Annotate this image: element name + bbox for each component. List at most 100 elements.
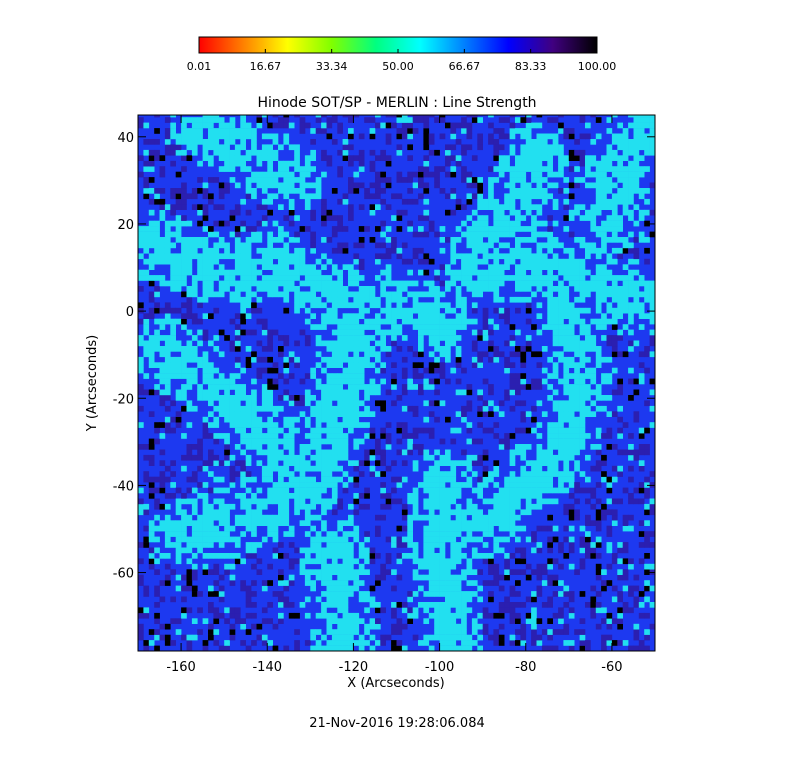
heatmap-cell <box>628 367 634 374</box>
heatmap-cell <box>288 258 295 265</box>
heatmap-cell <box>294 291 300 298</box>
heatmap-cell <box>234 411 241 417</box>
heatmap-cell <box>585 645 591 651</box>
heatmap-cell <box>488 563 494 570</box>
heatmap-cell <box>245 645 252 651</box>
heatmap-cell <box>606 498 613 505</box>
heatmap-cell <box>558 329 564 336</box>
heatmap-cell <box>391 602 397 608</box>
heatmap-cell <box>563 405 570 412</box>
heatmap-cell <box>224 133 230 140</box>
heatmap-cell <box>520 602 527 608</box>
heatmap-cell <box>337 547 343 554</box>
heatmap-cell <box>563 509 570 516</box>
heatmap-cell <box>622 149 629 156</box>
heatmap-cell <box>272 498 279 505</box>
heatmap-cell <box>170 493 176 499</box>
heatmap-cell <box>380 188 386 194</box>
heatmap-cell <box>590 503 597 510</box>
heatmap-cell <box>428 340 435 347</box>
heatmap-cell <box>520 177 527 183</box>
heatmap-cell <box>482 454 489 461</box>
heatmap-cell <box>434 531 440 537</box>
heatmap-cell <box>331 465 338 472</box>
heatmap-cell <box>348 395 354 401</box>
heatmap-cell <box>251 493 257 499</box>
heatmap-cell <box>455 253 462 260</box>
heatmap-cell <box>175 525 182 532</box>
heatmap-cell <box>450 547 457 554</box>
heatmap-cell <box>267 416 273 423</box>
heatmap-cell <box>439 607 446 614</box>
heatmap-cell <box>154 139 160 145</box>
heatmap-cell <box>283 117 290 123</box>
heatmap-cell <box>466 558 473 565</box>
heatmap-cell <box>628 280 634 287</box>
heatmap-cell <box>633 204 640 210</box>
heatmap-cell <box>611 247 618 254</box>
heatmap-cell <box>558 318 564 325</box>
heatmap-cell <box>617 155 623 161</box>
heatmap-cell <box>401 460 408 466</box>
heatmap-cell <box>229 280 236 287</box>
heatmap-cell <box>574 427 580 434</box>
heatmap-cell <box>278 476 284 483</box>
heatmap-cell <box>515 602 521 608</box>
heatmap-cell <box>256 373 263 379</box>
heatmap-cell <box>294 258 300 265</box>
heatmap-cell <box>208 115 214 118</box>
heatmap-cell <box>439 602 446 608</box>
heatmap-cell <box>256 286 263 292</box>
heatmap-cell <box>175 346 182 352</box>
heatmap-cell <box>181 182 187 189</box>
heatmap-cell <box>353 269 360 276</box>
heatmap-cell <box>547 356 553 363</box>
heatmap-cell <box>342 139 349 145</box>
heatmap-cell <box>229 525 236 532</box>
heatmap-cell <box>541 166 548 172</box>
heatmap-cell <box>240 318 246 325</box>
heatmap-cell <box>143 231 150 238</box>
heatmap-cell <box>234 356 241 363</box>
heatmap-cell <box>148 454 155 461</box>
heatmap-cell <box>348 373 354 379</box>
heatmap-cell <box>418 602 424 608</box>
heatmap-cell <box>466 634 473 641</box>
heatmap-cell <box>412 115 419 118</box>
heatmap-cell <box>218 384 225 390</box>
heatmap-cell <box>515 580 521 586</box>
heatmap-cell <box>181 612 187 619</box>
heatmap-cell <box>407 444 413 450</box>
heatmap-cell <box>358 237 365 243</box>
heatmap-cell <box>256 405 263 412</box>
heatmap-cell <box>164 574 171 581</box>
heatmap-cell <box>649 122 655 129</box>
heatmap-cell <box>342 373 349 379</box>
heatmap-cell <box>331 449 338 456</box>
heatmap-cell <box>315 531 322 537</box>
heatmap-cell <box>353 476 360 483</box>
heatmap-cell <box>348 640 354 646</box>
heatmap-cell <box>299 411 306 417</box>
heatmap-cell <box>504 389 510 396</box>
heatmap-cell <box>595 291 602 298</box>
heatmap-cell <box>240 258 246 265</box>
heatmap-cell <box>138 231 144 238</box>
heatmap-cell <box>477 645 483 651</box>
heatmap-cell <box>488 384 494 390</box>
heatmap-cell <box>191 503 198 510</box>
heatmap-cell <box>267 177 273 183</box>
heatmap-cell <box>509 405 516 412</box>
heatmap-cell <box>348 313 354 319</box>
heatmap-cell <box>310 493 316 499</box>
heatmap-cell <box>191 117 198 123</box>
heatmap-cell <box>175 416 182 423</box>
heatmap-cell <box>434 629 440 635</box>
heatmap-cell <box>488 427 494 434</box>
heatmap-cell <box>552 427 559 434</box>
heatmap-cell <box>342 356 349 363</box>
heatmap-cell <box>299 493 306 499</box>
heatmap-cell <box>541 411 548 417</box>
heatmap-cell <box>531 275 537 281</box>
heatmap-cell <box>649 182 655 189</box>
